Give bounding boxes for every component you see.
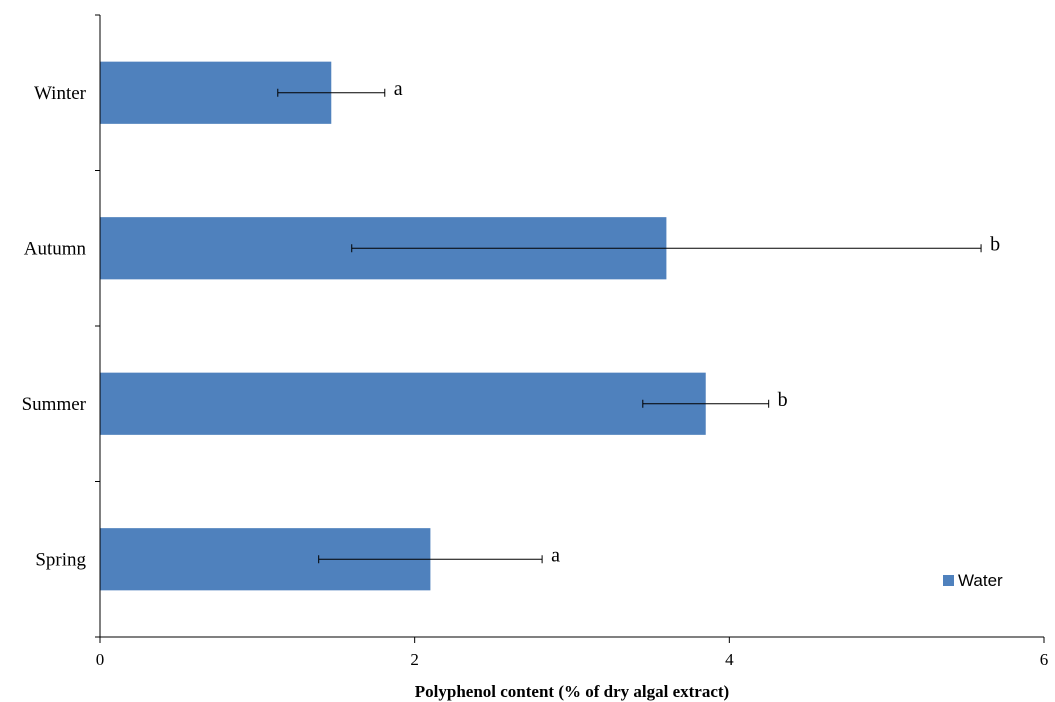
significance-label-autumn: b xyxy=(990,233,1000,255)
category-label-spring: Spring xyxy=(35,549,86,570)
legend: Water xyxy=(943,571,1003,590)
legend-swatch xyxy=(943,575,954,586)
labels-layer: a Winter b Autumn b Summer a Spring 0 2 4 6 xyxy=(22,78,1049,669)
x-tick-label: 2 xyxy=(410,650,419,669)
significance-label-summer: b xyxy=(778,389,788,411)
x-axis-title: Polyphenol content (% of dry algal extra… xyxy=(415,682,729,701)
significance-label-winter: a xyxy=(394,78,403,100)
legend-label: Water xyxy=(958,571,1003,590)
x-tick-label: 4 xyxy=(725,650,734,669)
error-bars-layer xyxy=(277,88,982,564)
category-label-summer: Summer xyxy=(22,394,87,415)
x-tick-label: 0 xyxy=(96,650,105,669)
axes-layer xyxy=(95,14,1045,643)
bars-layer xyxy=(100,61,706,591)
significance-label-spring: a xyxy=(551,544,560,566)
bar-summer xyxy=(100,372,706,435)
category-label-autumn: Autumn xyxy=(24,238,87,259)
category-label-winter: Winter xyxy=(34,83,87,104)
x-tick-label: 6 xyxy=(1040,650,1049,669)
